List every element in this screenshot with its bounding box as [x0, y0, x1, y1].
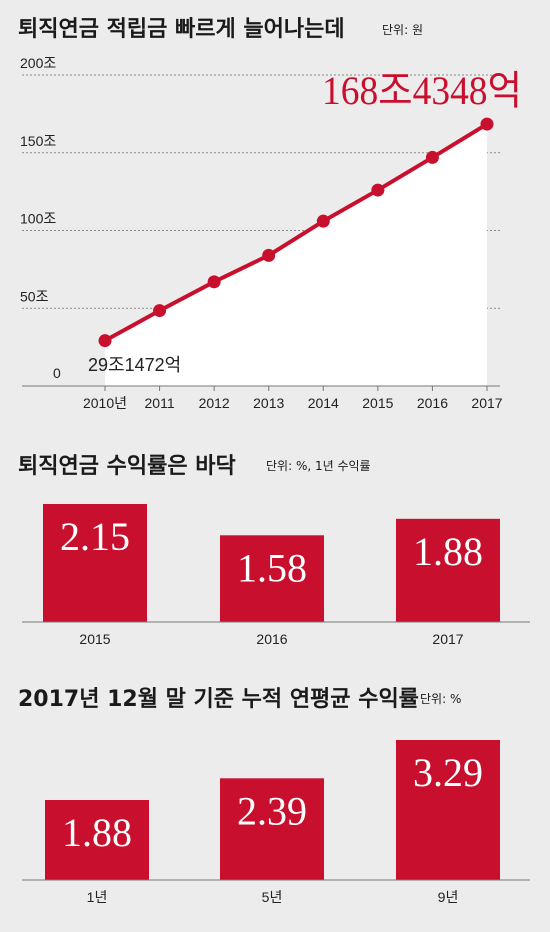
bar — [220, 778, 324, 880]
chart1-start-annotation: 29조1472억 — [88, 355, 181, 375]
bar-value-label: 3.29 — [413, 750, 483, 795]
chart2-unit: 단위: %, 1년 수익률 — [266, 459, 371, 473]
chart1-x-tick-label: 2015 — [362, 395, 393, 411]
chart1-x-tick-label: 2011 — [145, 395, 175, 411]
chart1-x-tick-label: 2010년 — [83, 395, 127, 411]
chart1-y-tick-label: 200조 — [20, 55, 56, 71]
chart1-y-tick-label: 100조 — [20, 211, 56, 227]
bar — [220, 535, 324, 622]
x-tick-label: 2016 — [256, 631, 287, 647]
x-tick-label: 2017 — [432, 631, 463, 647]
chart1-title: 퇴직연금 적립금 빠르게 늘어나는데 — [18, 17, 345, 42]
chart1-area-fill — [105, 124, 487, 386]
chart1-x-tick-label: 2013 — [253, 395, 284, 411]
chart1-y-tick-label: 150조 — [20, 133, 56, 149]
x-tick-label: 9년 — [438, 889, 459, 905]
bar-value-label: 1.88 — [62, 810, 132, 855]
bar — [43, 504, 147, 622]
chart1-x-tick-label: 2012 — [199, 395, 230, 411]
chart3-unit: 단위: % — [420, 692, 461, 706]
chart-cumulative-return: 2017년 12월 말 기준 누적 연평균 수익률 단위: % 1.88 2.39… — [18, 687, 530, 905]
chart-accumulation: 퇴직연금 적립금 빠르게 늘어나는데 단위: 원 0 50조 100조 150조 200… — [18, 17, 522, 411]
chart2-x-axis: 2015 2016 2017 — [79, 631, 463, 647]
chart1-x-tick-label: 2014 — [308, 395, 339, 411]
bar-value-label: 1.88 — [413, 529, 483, 574]
chart1-x-tick-label: 2017 — [471, 395, 502, 411]
chart1-x-tick-label: 2016 — [417, 395, 448, 411]
bar-value-label: 2.39 — [237, 788, 307, 833]
chart1-point — [480, 117, 494, 131]
chart1-points — [98, 117, 494, 348]
bar — [396, 740, 500, 880]
chart3-bars: 1.88 2.39 3.29 — [45, 740, 500, 880]
chart-yearly-return: 퇴직연금 수익률은 바닥 단위: %, 1년 수익률 2.151.58 1.88 … — [18, 454, 530, 647]
x-tick-label: 2015 — [79, 631, 110, 647]
chart3-x-axis: 1년 5년 9년 — [87, 889, 459, 905]
chart1-point — [207, 275, 221, 289]
chart1-series-line — [104, 122, 489, 343]
bar — [396, 518, 500, 622]
chart1-point — [262, 248, 276, 262]
chart1-point — [425, 150, 439, 164]
x-tick-label: 1년 — [87, 889, 108, 905]
bar-value-label: 2.15 — [60, 514, 130, 559]
bar — [45, 800, 149, 880]
chart3-title: 2017년 12월 말 기준 누적 연평균 수익률 — [18, 687, 419, 712]
chart2-title: 퇴직연금 수익률은 바닥 — [18, 454, 236, 479]
bar-value-label: 1.58 — [237, 545, 307, 590]
x-tick-label: 5년 — [262, 889, 283, 905]
chart1-x-axis: 2010년 2011 2012 2013 2014 2015 2016 2017 — [83, 386, 503, 411]
chart1-end-annotation: 168조4348억 — [322, 68, 522, 113]
chart1-y-axis: 0 50조 100조 150조 200조 — [20, 55, 61, 381]
chart1-y-tick-label: 0 — [53, 365, 61, 381]
chart1-point — [98, 334, 112, 348]
chart1-point — [316, 214, 330, 228]
chart1-point — [153, 304, 167, 318]
chart2-bars: 2.15 1.58 1.88 — [43, 504, 500, 622]
chart1-unit: 단위: 원 — [382, 23, 423, 37]
chart1-y-tick-label: 50조 — [20, 288, 49, 304]
chart1-point — [371, 183, 385, 197]
